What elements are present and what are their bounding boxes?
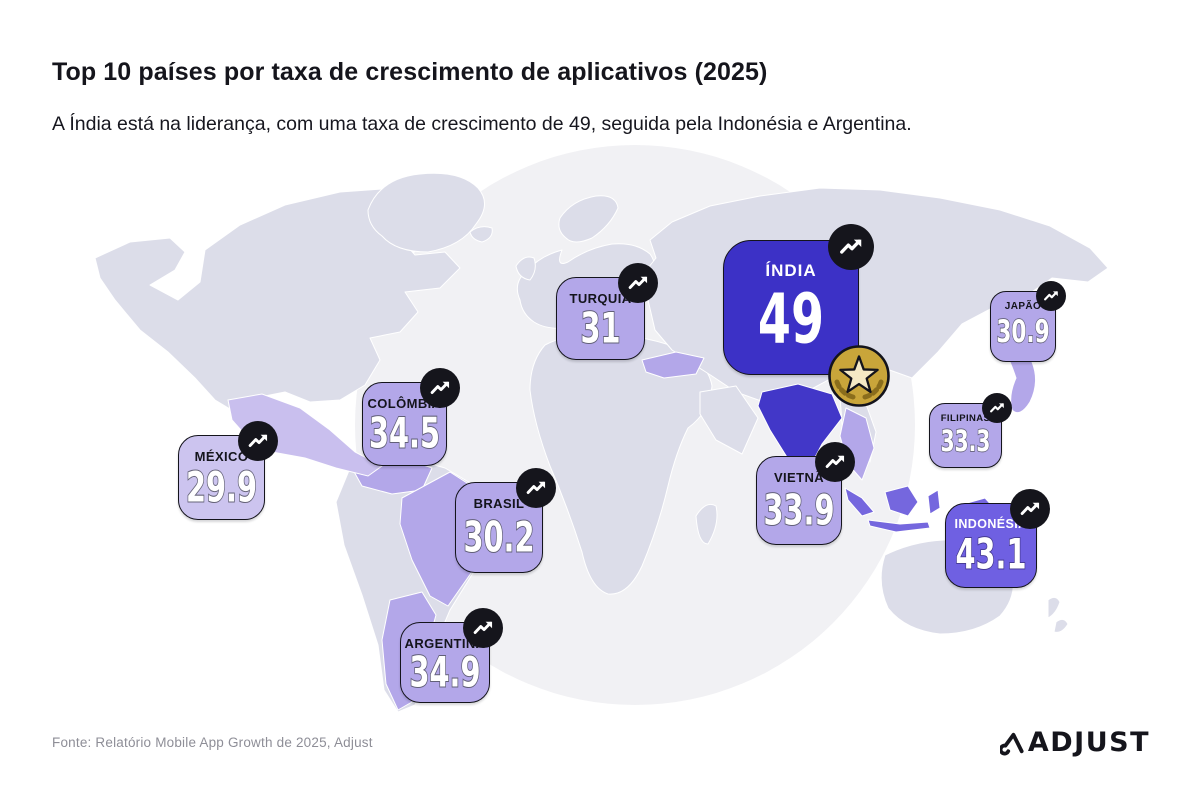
growth-rate-value: 31 [580, 304, 622, 353]
growth-rate-value: 43.1 [955, 530, 1027, 579]
growth-rate-value: 30.9 [996, 313, 1050, 351]
map-arabia [699, 385, 759, 455]
trending-up-icon [1010, 489, 1050, 529]
growth-rate-value: 49 [757, 278, 825, 359]
source-note: Fonte: Relatório Mobile App Growth de 20… [52, 735, 373, 750]
growth-rate-value: 34.5 [368, 409, 441, 458]
country-name: INDONÉSIA [954, 517, 1028, 531]
map-iceland [469, 226, 493, 243]
growth-rate-value: 33.9 [763, 486, 836, 535]
country-card-vietna: VIETNÃ 33.9 [756, 442, 855, 545]
country-name: ARGENTINA [404, 636, 486, 651]
country-card-japao: JAPÃO 30.9 [990, 281, 1066, 362]
map-greenland [367, 172, 485, 253]
header: Top 10 países por taxa de crescimento de… [52, 58, 1152, 136]
country-card-india: ÍNDIA 49 [723, 224, 890, 407]
trending-up-icon [1036, 281, 1066, 311]
growth-rate-value: 34.9 [409, 648, 482, 697]
gold-medal-star-icon [827, 344, 891, 408]
country-card-indonesia: INDONÉSIA 43.1 [945, 489, 1050, 588]
map-madagascar [695, 503, 718, 545]
country-card-filipinas: FILIPINAS 33.3 [929, 393, 1012, 468]
map-new-zealand [1047, 596, 1069, 633]
growth-rate-value: 33.3 [940, 423, 991, 458]
map-uk [515, 256, 536, 281]
country-card-mexico: MÉXICO 29.9 [178, 421, 278, 520]
country-name: TURQUIA [569, 291, 632, 306]
trending-up-icon [238, 421, 278, 461]
country-name: COLÔMBIA [367, 396, 442, 411]
country-card-turquia: TURQUIA 31 [556, 263, 658, 360]
trending-up-icon [618, 263, 658, 303]
country-name: MÉXICO [194, 449, 249, 464]
trending-up-icon [982, 393, 1012, 423]
country-name: FILIPINAS [940, 413, 991, 424]
map-country-turquia [641, 351, 705, 379]
adjust-logo: ADJUST [999, 727, 1150, 758]
page-subtitle: A Índia está na liderança, com uma taxa … [52, 113, 912, 135]
adjust-logo-a-icon [999, 732, 1024, 755]
country-card-colombia: COLÔMBIA 34.5 [362, 368, 460, 466]
map-north-america [94, 187, 461, 413]
country-name: VIETNÃ [773, 470, 825, 485]
trending-up-icon [815, 442, 855, 482]
adjust-logo-text: ADJUST [1027, 727, 1150, 758]
trending-up-icon [420, 368, 460, 408]
growth-rate-value: 29.9 [185, 463, 258, 512]
growth-rate-value: 30.2 [463, 513, 536, 562]
country-name: JAPÃO [1004, 301, 1042, 312]
map-scandinavia [558, 195, 619, 243]
country-name: ÍNDIA [765, 261, 817, 280]
trending-up-icon [516, 468, 556, 508]
country-card-argentina: ARGENTINA 34.9 [400, 608, 503, 703]
country-card-brasil: BRASIL 30.2 [455, 468, 556, 573]
trending-up-icon [463, 608, 503, 648]
footer: Fonte: Relatório Mobile App Growth de 20… [52, 727, 1150, 758]
page-title: Top 10 países por taxa de crescimento de… [52, 58, 768, 86]
trending-up-icon [828, 224, 874, 270]
country-name: BRASIL [473, 496, 525, 511]
